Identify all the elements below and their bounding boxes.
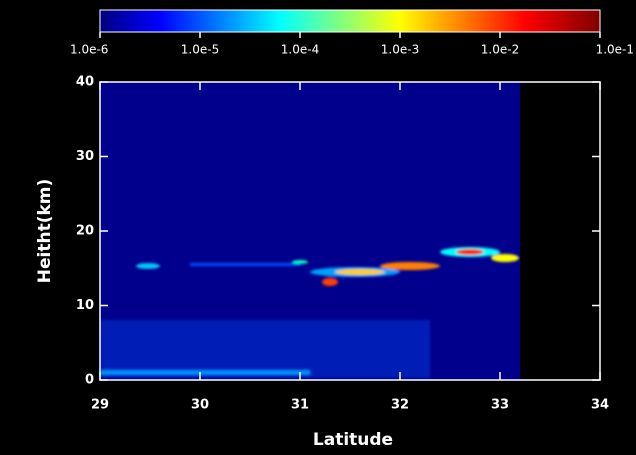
colorbar xyxy=(99,9,601,33)
colorbar-tick-label: 1.0e-2 xyxy=(481,43,519,57)
colorbar-tick-label: 1.0e-6 xyxy=(70,43,108,57)
colorbar-tick-label: 1.0e-5 xyxy=(181,43,219,57)
x-tick-label: 32 xyxy=(391,398,409,413)
x-tick-label: 29 xyxy=(91,398,109,413)
x-tick-label: 30 xyxy=(191,398,209,413)
y-axis-label: Heitht(km) xyxy=(35,179,55,284)
x-tick-label: 31 xyxy=(291,398,309,413)
y-tick-label: 0 xyxy=(85,373,94,388)
y-tick-label: 40 xyxy=(76,75,94,90)
cloud-features xyxy=(100,247,519,378)
colorbar-tick-label: 1.0e-1 xyxy=(596,43,634,57)
y-tick-label: 30 xyxy=(76,149,94,164)
colorbar-tick-label: 1.0e-4 xyxy=(281,43,319,57)
y-tick-label: 20 xyxy=(76,224,94,239)
colorbar-tick-label: 1.0e-3 xyxy=(381,43,419,57)
x-tick-label: 33 xyxy=(491,398,509,413)
y-tick-label: 10 xyxy=(76,298,94,313)
x-tick-label: 34 xyxy=(591,398,609,413)
x-axis-label: Latitude xyxy=(313,430,393,450)
